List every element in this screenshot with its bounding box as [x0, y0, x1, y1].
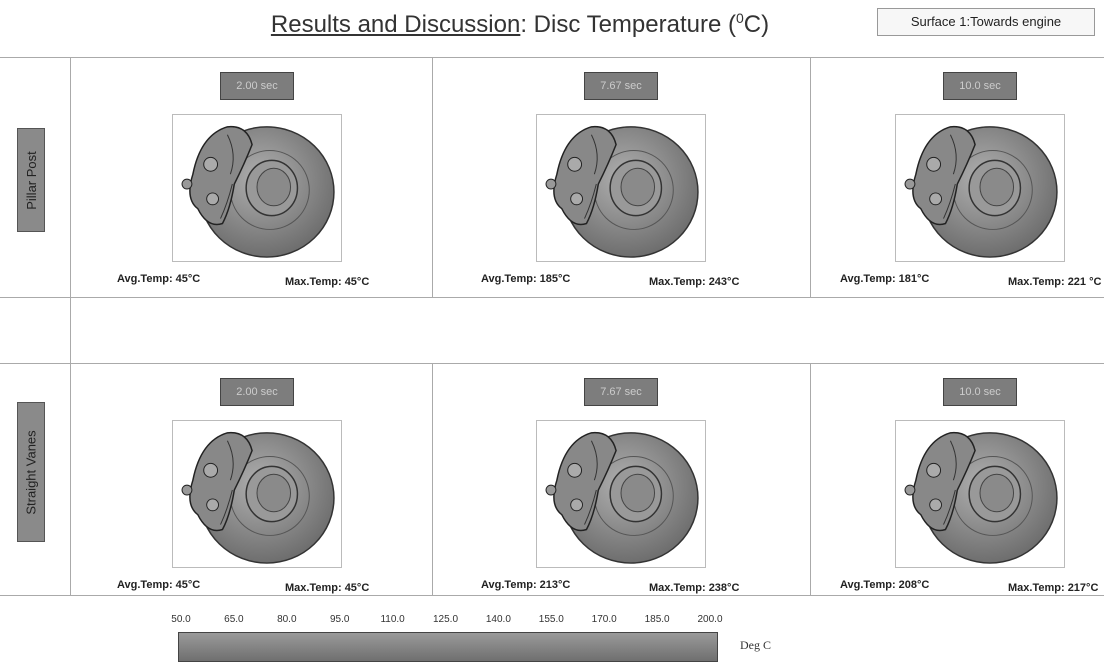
avg-temp: Avg.Temp: 45°C [117, 273, 200, 285]
avg-temp: Avg.Temp: 208°C [840, 579, 929, 591]
avg-temp: Avg.Temp: 213°C [481, 579, 570, 591]
colorbar-tick: 50.0 [171, 614, 190, 625]
disc-drawing [173, 115, 341, 261]
colorbar-tick: 110.0 [380, 614, 404, 625]
colorbar-tick: 170.0 [592, 614, 617, 625]
title-underlined: Results and Discussion [271, 11, 520, 38]
disc-image [172, 114, 342, 262]
divider [810, 363, 811, 595]
max-temp: Max.Temp: 45°C [285, 276, 369, 288]
divider [810, 57, 811, 297]
time-label: 7.67 sec [584, 72, 658, 100]
disc-image [536, 420, 706, 568]
divider [432, 57, 433, 297]
row-label: Pillar Post [17, 128, 45, 232]
time-label: 10.0 sec [943, 72, 1017, 100]
colorbar [178, 632, 718, 662]
max-temp: Max.Temp: 217°C [1008, 582, 1098, 594]
colorbar-tick: 185.0 [645, 614, 670, 625]
row-label-text: Straight Vanes [24, 430, 39, 514]
title-sup: 0 [736, 10, 744, 26]
divider [0, 297, 1104, 298]
colorbar-tick: 155.0 [539, 614, 564, 625]
title-rest: : Disc Temperature ( [520, 11, 736, 38]
divider [0, 363, 1104, 364]
disc-drawing [537, 115, 705, 261]
max-temp: Max.Temp: 221 °C [1008, 276, 1101, 288]
time-label: 2.00 sec [220, 378, 294, 406]
max-temp: Max.Temp: 243°C [649, 276, 739, 288]
row-label-text: Pillar Post [24, 151, 39, 210]
disc-drawing [896, 421, 1064, 567]
colorbar-tick: 125.0 [433, 614, 458, 625]
time-label: 2.00 sec [220, 72, 294, 100]
row-label: Straight Vanes [17, 402, 45, 542]
colorbar-tick: 65.0 [224, 614, 243, 625]
colorbar-tick: 95.0 [330, 614, 349, 625]
colorbar-tick: 200.0 [697, 614, 722, 625]
divider [70, 57, 71, 595]
colorbar-tick: 140.0 [486, 614, 511, 625]
surface-label: Surface 1:Towards engine [877, 8, 1095, 36]
divider [0, 595, 1104, 596]
colorbar-tick: 80.0 [277, 614, 296, 625]
page: {"header": {"title_underlined": "Results… [0, 0, 1104, 662]
avg-temp: Avg.Temp: 185°C [481, 273, 570, 285]
divider [0, 57, 1104, 58]
avg-temp: Avg.Temp: 181°C [840, 273, 929, 285]
disc-image [895, 114, 1065, 262]
disc-image [172, 420, 342, 568]
time-label: 10.0 sec [943, 378, 1017, 406]
title-end: C) [744, 11, 769, 38]
disc-drawing [896, 115, 1064, 261]
disc-image [895, 420, 1065, 568]
time-label: 7.67 sec [584, 378, 658, 406]
colorbar-unit: Deg C [740, 638, 771, 653]
max-temp: Max.Temp: 45°C [285, 582, 369, 594]
divider [432, 363, 433, 595]
disc-image [536, 114, 706, 262]
avg-temp: Avg.Temp: 45°C [117, 579, 200, 591]
max-temp: Max.Temp: 238°C [649, 582, 739, 594]
disc-drawing [537, 421, 705, 567]
disc-drawing [173, 421, 341, 567]
